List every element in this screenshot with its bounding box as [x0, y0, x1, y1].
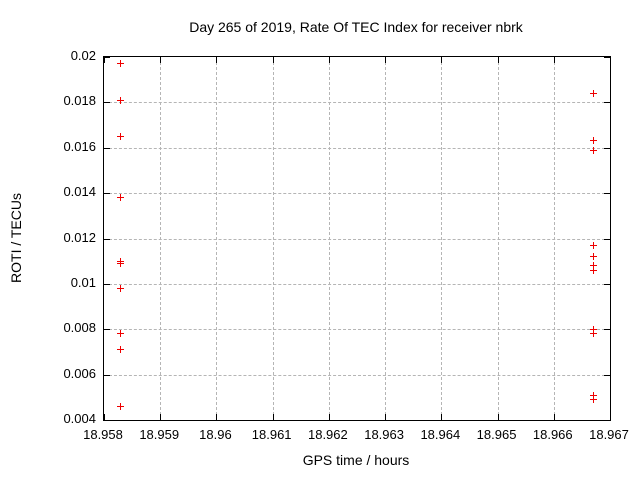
- x-axis-tick: [160, 414, 162, 420]
- x-axis-tick: [441, 414, 443, 420]
- data-point: [590, 253, 597, 260]
- data-point: [117, 260, 124, 267]
- data-point: [117, 403, 124, 410]
- y-tick-label: 0.018: [63, 93, 96, 109]
- x-axis-tick: [497, 57, 499, 63]
- data-point: [590, 147, 597, 154]
- y-tick-label: 0.014: [63, 184, 96, 200]
- y-axis-tick: [604, 57, 610, 58]
- y-axis-tick: [604, 147, 610, 149]
- y-axis-tick: [104, 147, 110, 149]
- x-axis-tick: [610, 57, 611, 63]
- data-point: [117, 194, 124, 201]
- x-tick-label: 18.96: [199, 427, 232, 442]
- data-point: [590, 90, 597, 97]
- y-axis-tick: [604, 329, 610, 331]
- y-axis-tick: [104, 238, 110, 240]
- y-tick-label: 0.01: [70, 274, 96, 290]
- data-point: [590, 242, 597, 249]
- x-axis-tick: [328, 414, 330, 420]
- gridline-horizontal: [104, 238, 610, 240]
- x-tick-label: 18.963: [364, 427, 404, 442]
- y-axis-tick: [604, 283, 610, 285]
- data-point: [117, 60, 124, 67]
- y-axis-tick: [604, 374, 610, 376]
- y-axis-tick: [104, 57, 110, 58]
- x-axis-tick: [610, 414, 611, 420]
- x-axis-tick: [216, 57, 218, 63]
- gridline-horizontal: [104, 374, 610, 376]
- y-tick-label: 0.012: [63, 229, 96, 245]
- gridline-horizontal: [104, 147, 610, 149]
- x-axis-tick: [385, 57, 387, 63]
- data-point: [590, 392, 597, 399]
- x-axis-tick: [553, 414, 555, 420]
- y-axis-tick: [104, 193, 110, 195]
- x-axis-tick: [553, 57, 555, 63]
- y-axis-tick: [604, 193, 610, 195]
- x-axis-tick: [272, 414, 274, 420]
- data-point: [117, 330, 124, 337]
- x-axis-tick: [272, 57, 274, 63]
- data-point: [117, 97, 124, 104]
- data-point: [590, 330, 597, 337]
- y-axis-tick: [604, 102, 610, 104]
- gridline-horizontal: [104, 102, 610, 104]
- x-tick-label: 18.961: [251, 427, 292, 442]
- y-tick-label: 0.016: [63, 138, 96, 154]
- gridline-horizontal: [104, 283, 610, 285]
- x-tick-label: 18.967: [589, 427, 629, 442]
- x-axis-tick: [441, 57, 443, 63]
- data-point: [117, 133, 124, 140]
- x-axis-tick: [104, 414, 105, 420]
- y-axis-tick: [104, 329, 110, 331]
- plot-area: [103, 56, 611, 421]
- data-point: [590, 326, 597, 333]
- x-tick-label: 18.965: [476, 427, 517, 442]
- x-tick-label: 18.962: [307, 427, 348, 442]
- gridline-horizontal: [104, 329, 610, 331]
- data-point: [590, 137, 597, 144]
- x-axis-tick: [385, 414, 387, 420]
- y-axis-tick: [104, 283, 110, 285]
- x-tick-label: 18.964: [420, 427, 461, 442]
- y-axis-tick: [104, 420, 110, 421]
- x-axis-label: GPS time / hours: [302, 452, 410, 468]
- data-point: [590, 267, 597, 274]
- y-tick-label: 0.008: [63, 320, 96, 336]
- x-axis-tick: [497, 414, 499, 420]
- chart-title: Day 265 of 2019, Rate Of TEC Index for r…: [189, 19, 523, 35]
- x-axis-tick: [160, 57, 162, 63]
- y-axis-tick: [104, 102, 110, 104]
- x-axis-tick: [104, 57, 105, 63]
- x-tick-label: 18.959: [139, 427, 180, 442]
- y-axis-tick: [604, 238, 610, 240]
- y-axis-tick: [604, 420, 610, 421]
- data-point: [117, 285, 124, 292]
- data-point: [590, 262, 597, 269]
- x-tick-label: 18.958: [83, 427, 123, 442]
- x-axis-tick: [216, 414, 218, 420]
- y-tick-label: 0.006: [63, 365, 96, 381]
- data-point: [117, 346, 124, 353]
- y-tick-label: 0.02: [70, 48, 96, 63]
- y-axis-tick: [104, 374, 110, 376]
- x-tick-label: 18.966: [532, 427, 573, 442]
- gridline-horizontal: [104, 193, 610, 195]
- y-tick-label: 0.004: [63, 411, 96, 426]
- x-axis-tick: [328, 57, 330, 63]
- data-point: [590, 396, 597, 403]
